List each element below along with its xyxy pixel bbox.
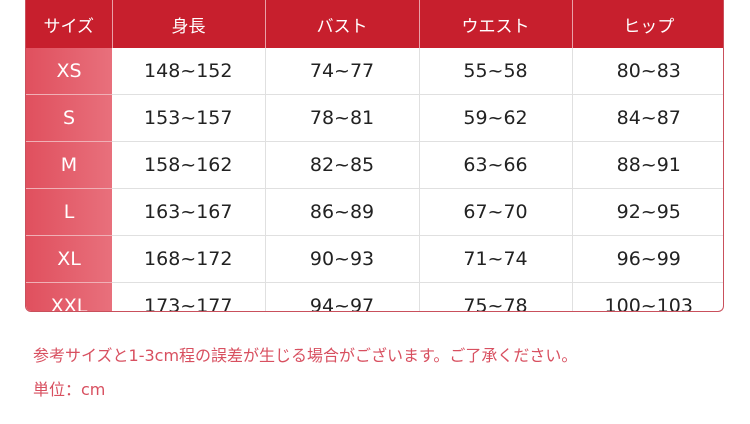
cell-height: 173~177: [112, 282, 266, 311]
header-size: サイズ: [26, 0, 113, 48]
cell-size: S: [26, 94, 112, 142]
cell-bust: 94~97: [265, 282, 420, 311]
cell-hip: 80~83: [572, 48, 723, 95]
header-waist: ウエスト: [419, 0, 573, 48]
table-row: L 163~167 86~89 67~70 92~95: [26, 188, 723, 236]
cell-size: XL: [26, 235, 112, 283]
cell-bust: 74~77: [265, 48, 420, 95]
cell-size: XXL: [26, 282, 112, 311]
header-bust: バスト: [265, 0, 420, 48]
cell-waist: 59~62: [419, 94, 573, 142]
cell-hip: 92~95: [572, 188, 723, 236]
cell-waist: 55~58: [419, 48, 573, 95]
cell-bust: 82~85: [265, 141, 420, 189]
header-height: 身長: [112, 0, 266, 48]
table-row: XL 168~172 90~93 71~74 96~99: [26, 235, 723, 283]
cell-hip: 88~91: [572, 141, 723, 189]
cell-height: 158~162: [112, 141, 266, 189]
table-row: S 153~157 78~81 59~62 84~87: [26, 94, 723, 142]
cell-waist: 75~78: [419, 282, 573, 311]
disclaimer-note: 参考サイズと1-3cm程の誤差が生じる場合がございます。ご了承ください。: [33, 346, 578, 365]
cell-hip: 100~103: [604, 295, 693, 312]
cell-hip: 84~87: [572, 94, 723, 142]
size-chart-table: サイズ 身長 バスト ウエスト ヒップ XS 148~152 74~77 55~58 8…: [25, 0, 724, 312]
cell-height: 163~167: [112, 188, 266, 236]
cell-bust: 86~89: [265, 188, 420, 236]
cell-size: XS: [26, 48, 112, 95]
cell-bust: 90~93: [265, 235, 420, 283]
cell-hip: 96~99: [572, 235, 723, 283]
unit-note: 単位：cm: [33, 380, 106, 399]
cell-height: 148~152: [112, 48, 266, 95]
cell-waist: 71~74: [419, 235, 573, 283]
cell-height: 153~157: [112, 94, 266, 142]
header-row: サイズ 身長 バスト ウエスト ヒップ: [26, 0, 723, 48]
table-row: XS 148~152 74~77 55~58 80~83: [26, 48, 723, 95]
cell-size: M: [26, 141, 112, 189]
cell-size: L: [26, 188, 112, 236]
table-row: M 158~162 82~85 63~66 88~91: [26, 141, 723, 189]
cell-waist: 63~66: [419, 141, 573, 189]
cell-waist: 67~70: [419, 188, 573, 236]
cell-bust: 78~81: [265, 94, 420, 142]
table-row: XXL 173~177 94~97 75~78 100~103: [26, 282, 723, 312]
header-hip: ヒップ: [572, 0, 723, 48]
cell-height: 168~172: [112, 235, 266, 283]
